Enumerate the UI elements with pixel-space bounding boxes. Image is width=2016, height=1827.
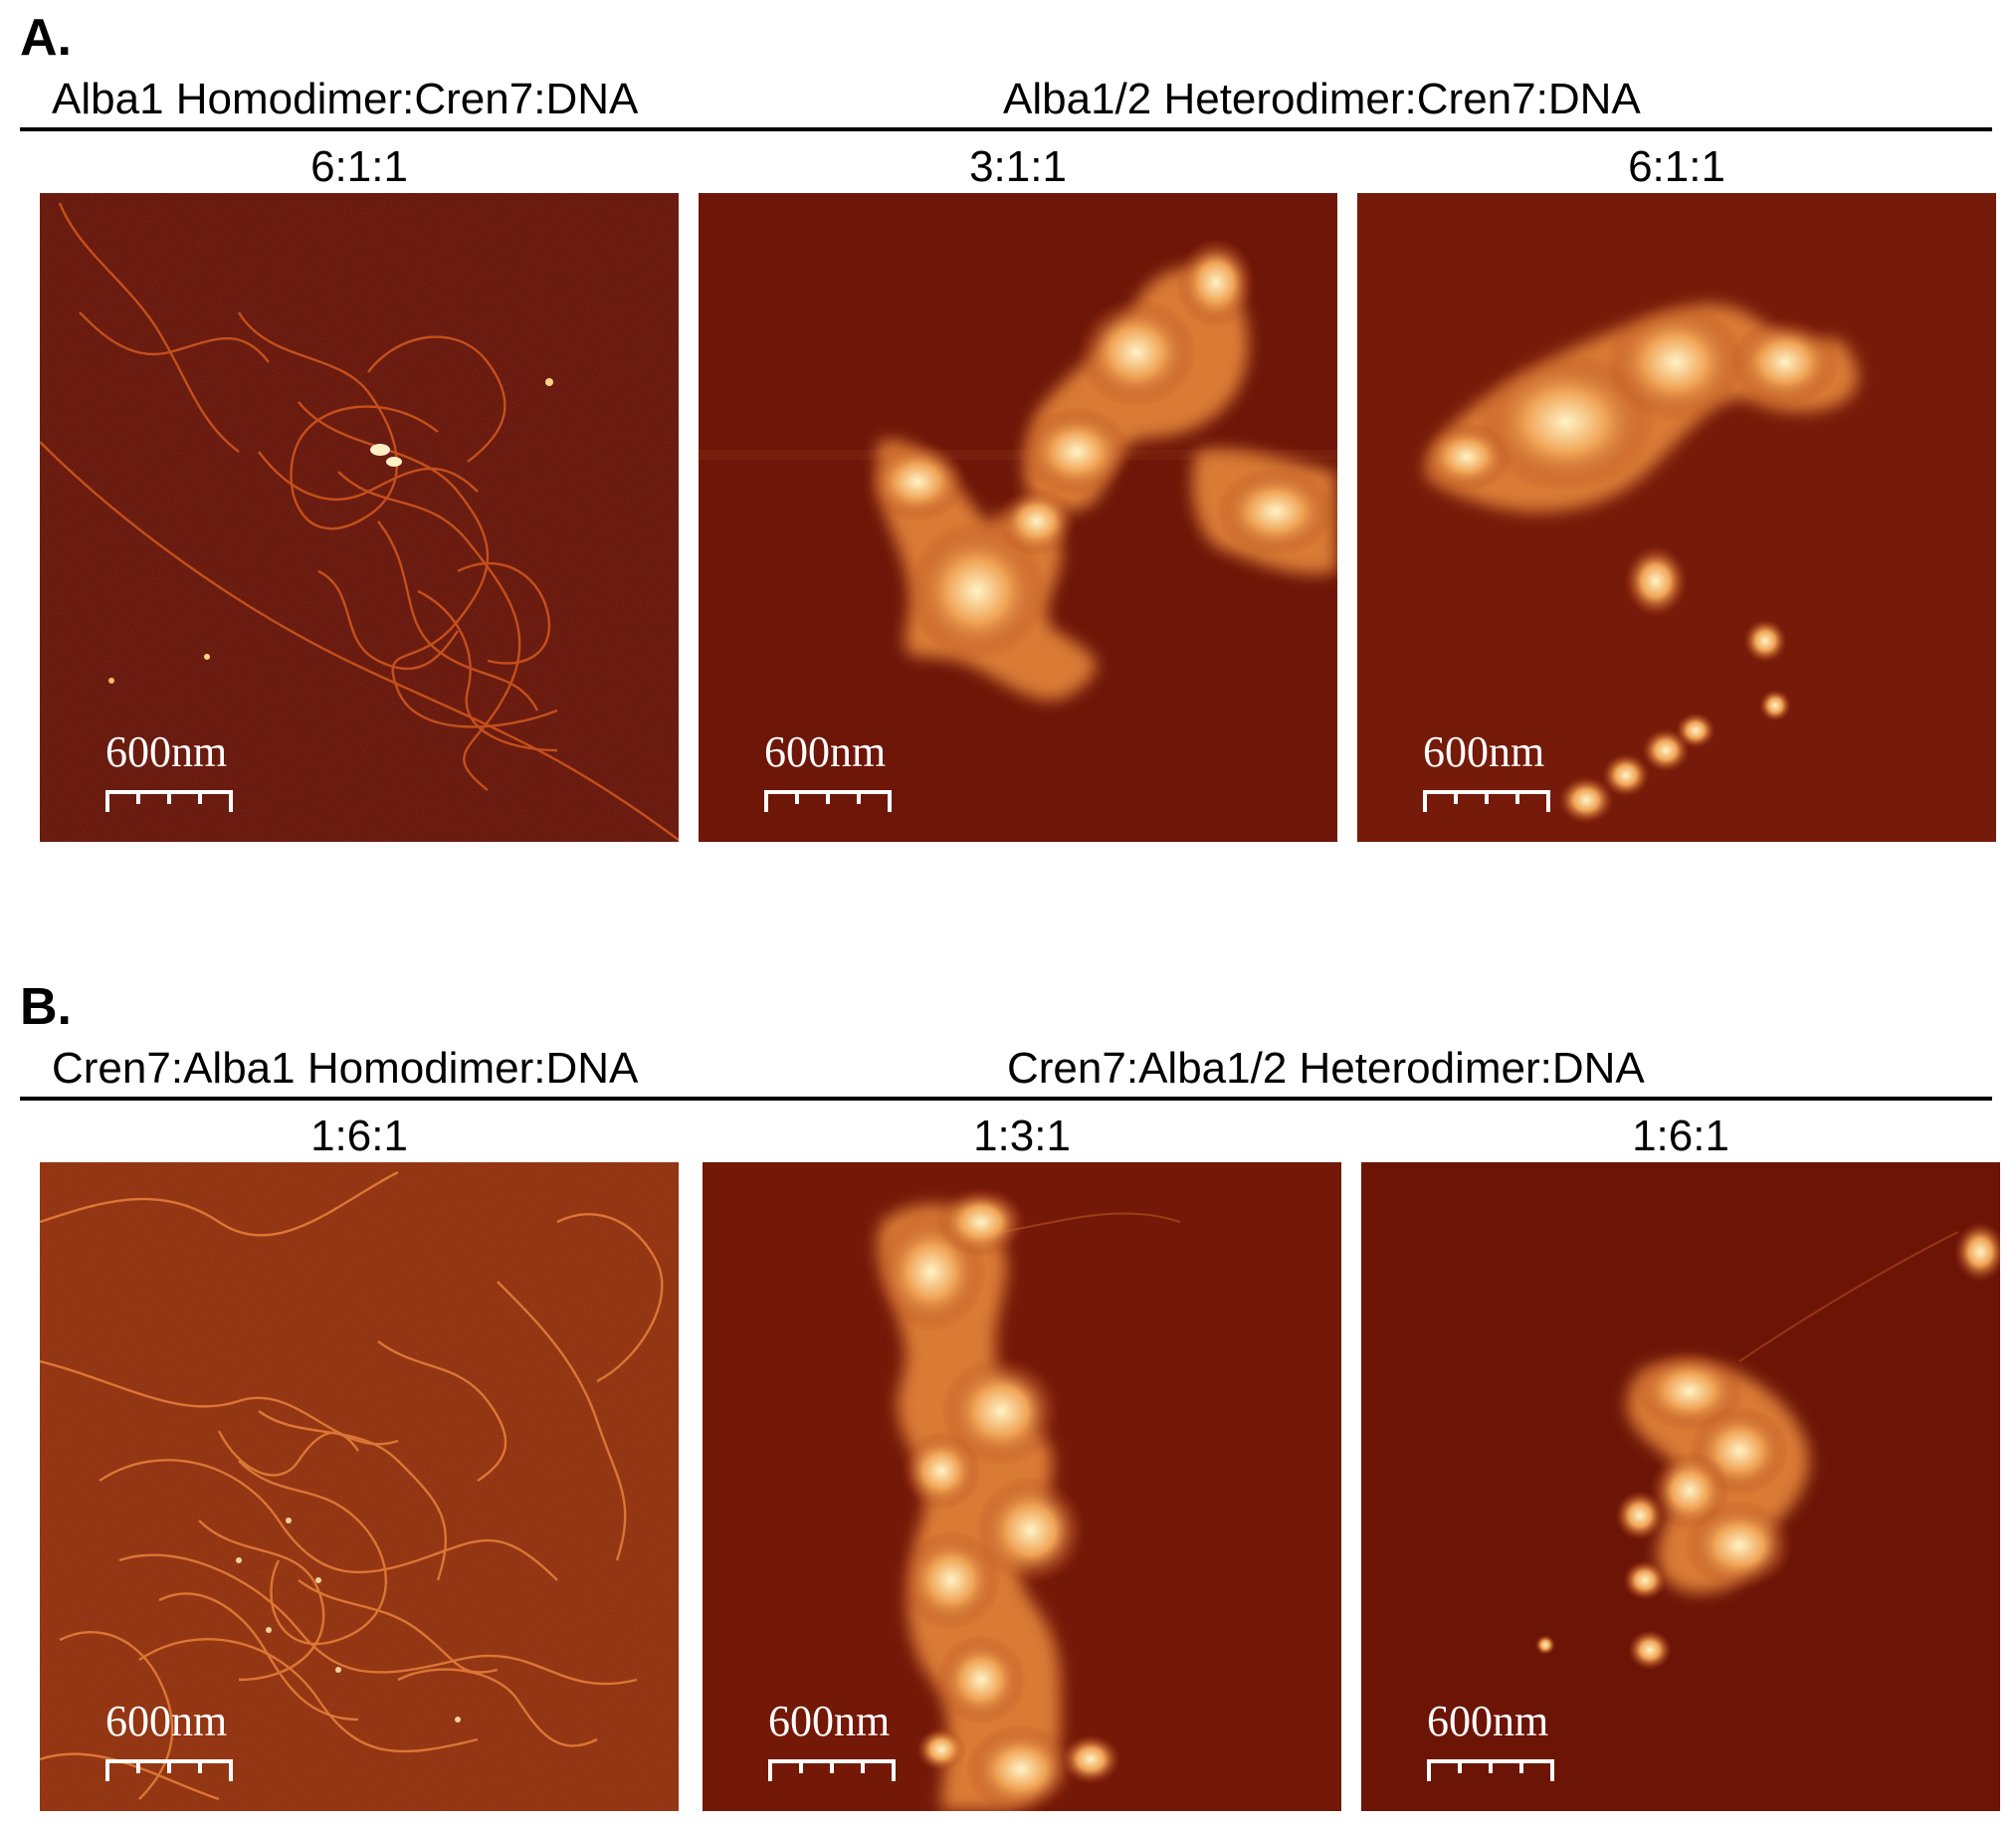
- scale-bar-label: 600nm: [1423, 727, 1545, 776]
- scale-bar-label: 600nm: [768, 1697, 891, 1745]
- scale-tick: [136, 790, 140, 804]
- panel-b-homodimer-label: Cren7:Alba1 Homodimer:DNA: [52, 1044, 639, 1093]
- afm-aggregate-b2: [703, 1162, 1341, 1811]
- scale-tick: [861, 1759, 865, 1773]
- scale-tick: [1427, 1759, 1431, 1781]
- scale-bar-label: 600nm: [764, 727, 887, 776]
- scale-tick: [892, 1759, 896, 1781]
- scale-bar-b3: 600nm: [1427, 1700, 1576, 1799]
- scale-tick: [1423, 790, 1427, 812]
- scale-tick: [167, 1759, 171, 1773]
- afm-image-a3: 600nm: [1357, 193, 1996, 842]
- scale-tick: [768, 1759, 772, 1781]
- scale-tick: [198, 1759, 202, 1773]
- afm-aggregate-a3: [1357, 193, 1996, 842]
- scale-tick: [198, 790, 202, 804]
- scale-tick: [888, 790, 892, 812]
- scale-tick: [799, 1759, 803, 1773]
- scale-tick: [1519, 1759, 1523, 1773]
- scale-tick: [136, 1759, 140, 1773]
- scale-tick: [1454, 790, 1458, 804]
- scale-bar-b1: 600nm: [105, 1700, 255, 1799]
- scale-tick: [1489, 1759, 1493, 1773]
- scale-tick: [1485, 790, 1489, 804]
- afm-image-a2: 600nm: [699, 193, 1337, 842]
- afm-aggregate-a2: [699, 193, 1337, 842]
- scale-tick: [1515, 790, 1519, 804]
- scale-tick: [105, 790, 109, 812]
- scale-bar-label: 600nm: [105, 1697, 228, 1745]
- scale-bar-a3: 600nm: [1423, 730, 1572, 830]
- scale-tick: [857, 790, 861, 804]
- scale-tick: [764, 790, 768, 812]
- panel-a-ratio-2: 3:1:1: [969, 142, 1067, 191]
- panel-a-ratio-1: 6:1:1: [310, 142, 408, 191]
- panel-a-homodimer-label: Alba1 Homodimer:Cren7:DNA: [52, 75, 639, 123]
- scale-tick: [795, 790, 799, 804]
- scale-bar-a1: 600nm: [105, 730, 255, 830]
- scale-bar-b2: 600nm: [768, 1700, 917, 1799]
- afm-aggregate-b3: [1361, 1162, 2000, 1811]
- panel-b-ratio-1: 1:6:1: [310, 1112, 408, 1160]
- scale-tick: [1550, 1759, 1554, 1781]
- scale-tick: [229, 790, 233, 812]
- scale-tick: [229, 1759, 233, 1781]
- afm-image-b3: 600nm: [1361, 1162, 2000, 1811]
- scale-tick: [1546, 790, 1550, 812]
- scale-tick: [826, 790, 830, 804]
- scale-tick: [167, 790, 171, 804]
- scale-bar-label: 600nm: [105, 727, 228, 776]
- afm-fibers-b1: [40, 1162, 679, 1811]
- panel-a-divider: [20, 127, 1992, 131]
- panel-b-ratio-2: 1:3:1: [973, 1112, 1071, 1160]
- panel-b-letter: B.: [20, 978, 72, 1036]
- scale-bar-a2: 600nm: [764, 730, 913, 830]
- panel-a-heterodimer-label: Alba1/2 Heterodimer:Cren7:DNA: [1003, 75, 1641, 123]
- panel-b-ratio-3: 1:6:1: [1632, 1112, 1729, 1160]
- panel-b-divider: [20, 1097, 1992, 1101]
- scale-tick: [830, 1759, 834, 1773]
- afm-image-b2: 600nm: [703, 1162, 1341, 1811]
- afm-image-a1: 600nm: [40, 193, 679, 842]
- panel-b-heterodimer-label: Cren7:Alba1/2 Heterodimer:DNA: [1007, 1044, 1645, 1093]
- scale-tick: [105, 1759, 109, 1781]
- scale-tick: [1458, 1759, 1462, 1773]
- afm-fibers-a1: [40, 193, 679, 842]
- afm-image-b1: 600nm: [40, 1162, 679, 1811]
- scale-bar-label: 600nm: [1427, 1697, 1549, 1745]
- panel-a-letter: A.: [20, 9, 72, 67]
- panel-a-ratio-3: 6:1:1: [1628, 142, 1725, 191]
